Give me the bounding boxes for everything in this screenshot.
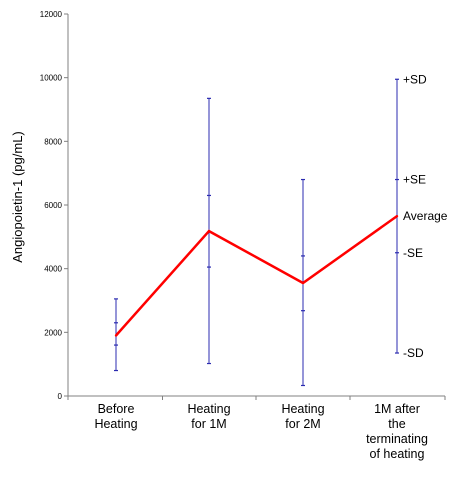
y-ticks: 0 2000 4000 6000 8000 10000 12000 (40, 10, 68, 401)
average-point (114, 334, 118, 337)
annotation-label: +SE (403, 173, 426, 187)
x-tick-label-line: Heating (94, 417, 137, 431)
y-tick-label: 8000 (44, 137, 62, 146)
error-bars (114, 78, 399, 387)
y-tick-label: 0 (58, 392, 63, 401)
y-tick-label: 2000 (44, 328, 62, 337)
annotation-label: -SE (403, 246, 423, 260)
y-axis-label: Angiopoietin-1 (pg/mL) (10, 131, 25, 263)
x-tick-label-line: terminating (366, 432, 428, 446)
annotation-label: Average (403, 209, 448, 223)
y-tick-label: 10000 (40, 74, 63, 83)
x-tick-label-line: Heating (187, 402, 230, 416)
y-tick-label: 4000 (44, 265, 62, 274)
y-tick-label: 6000 (44, 201, 62, 210)
x-tick-label: 1M after the terminating of heating (366, 402, 428, 461)
average-point (207, 229, 211, 233)
x-tick-label-line: Heating (281, 402, 324, 416)
x-tick-label: Heating for 1M (187, 402, 230, 431)
x-tick-label-line: 1M after (374, 402, 420, 416)
y-tick-label: 12000 (40, 10, 63, 19)
average-line (115, 215, 398, 337)
x-tick-label: Before Heating (94, 402, 137, 431)
annotation-label: +SD (403, 72, 427, 86)
x-tick-label-line: Before (98, 402, 135, 416)
average-point (301, 281, 305, 285)
average-point (395, 214, 399, 218)
x-tick-label-line: of heating (370, 447, 425, 461)
axes (67, 14, 445, 397)
x-tick-label-line: for 2M (285, 417, 320, 431)
series (114, 214, 399, 337)
x-tick-label: Heating for 2M (281, 402, 324, 431)
x-tick-label-line: the (388, 417, 405, 431)
annotation-label: -SD (403, 346, 424, 360)
annotations: +SD +SE Average -SE -SD (403, 72, 448, 360)
x-tick-label-line: for 1M (191, 417, 226, 431)
